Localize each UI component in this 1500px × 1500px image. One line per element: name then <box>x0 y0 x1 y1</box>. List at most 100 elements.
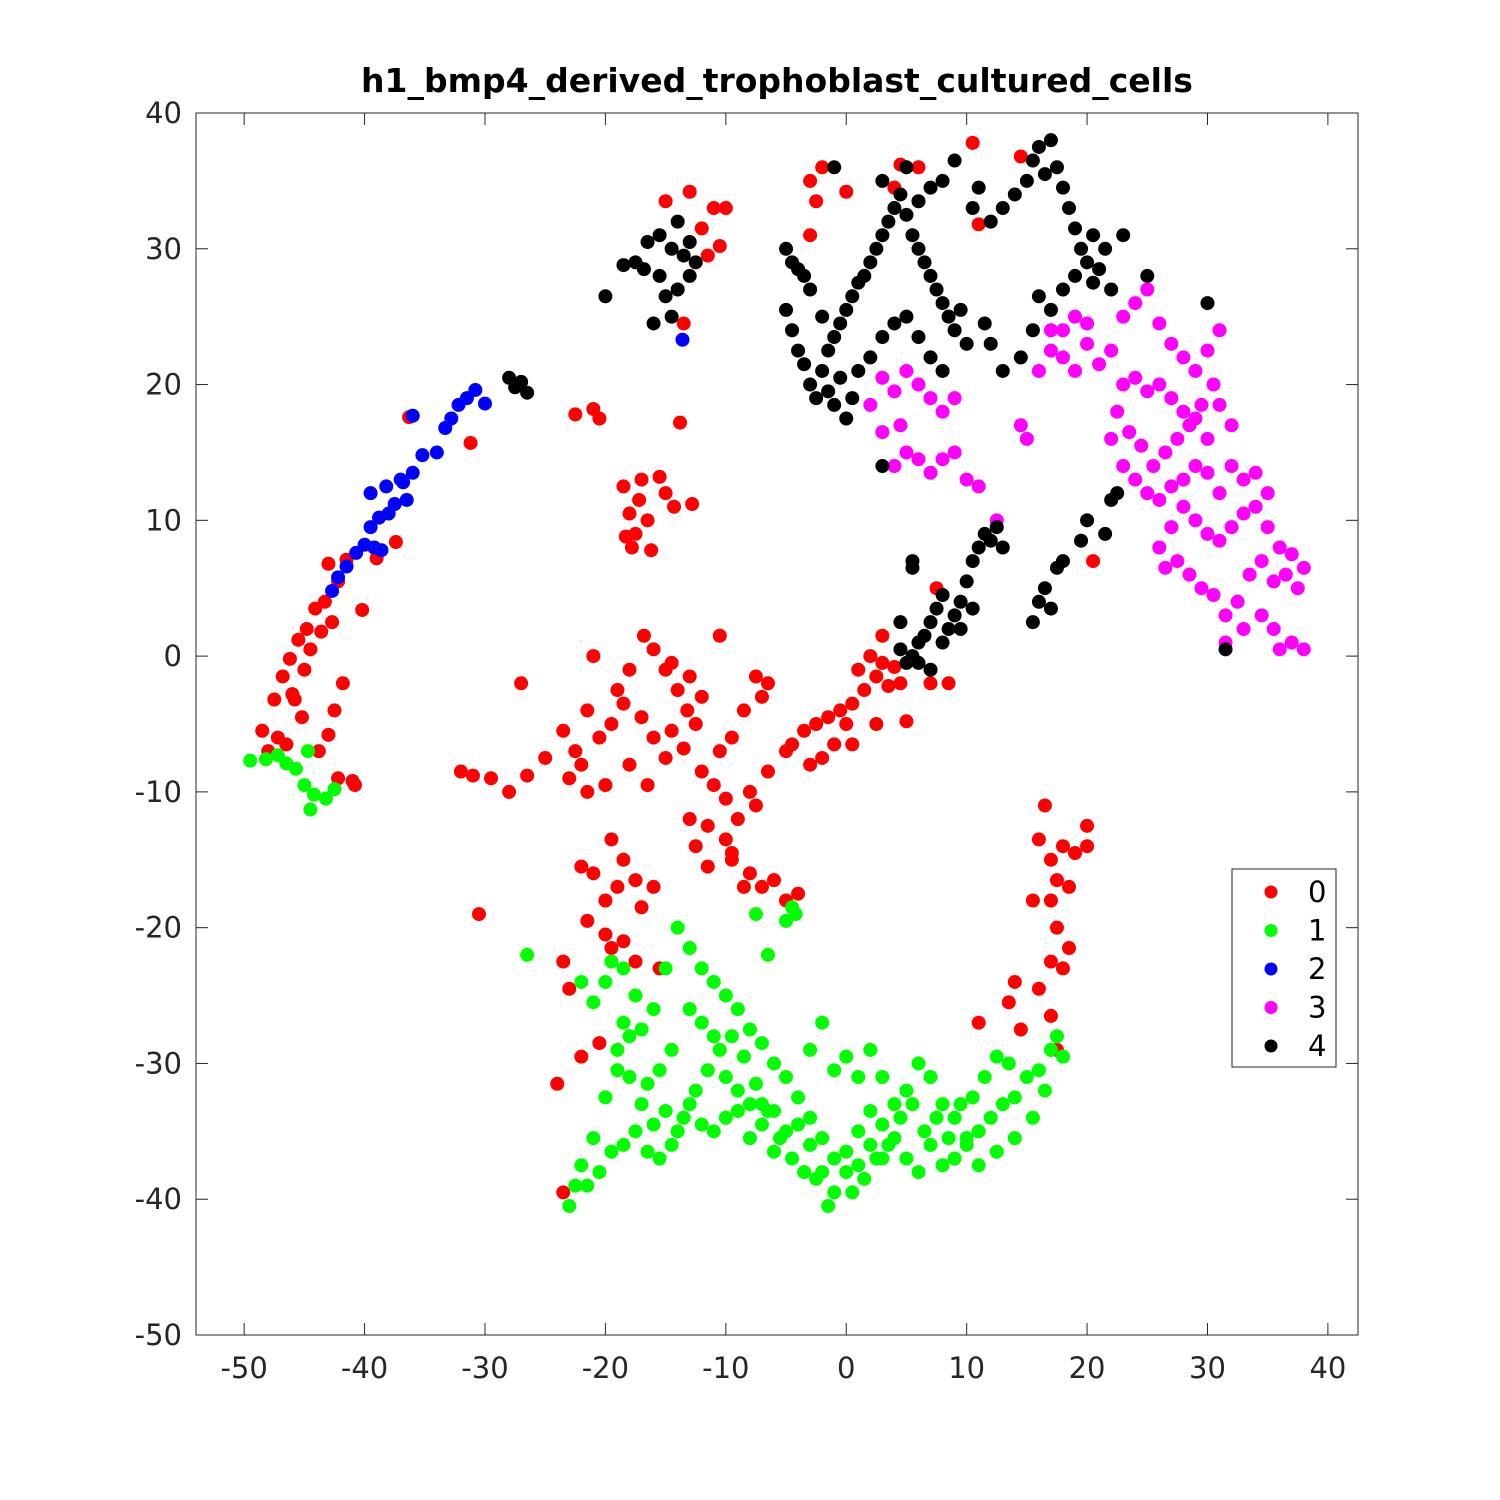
scatter-point-series-3 <box>1236 621 1251 636</box>
scatter-point-series-2 <box>675 332 690 347</box>
scatter-point-series-4 <box>1049 160 1064 175</box>
scatter-point-series-3 <box>1164 479 1179 494</box>
scatter-point-series-3 <box>1212 397 1227 412</box>
scatter-point-series-3 <box>1080 316 1095 331</box>
scatter-point-series-0 <box>694 764 709 779</box>
scatter-point-series-4 <box>1074 241 1089 256</box>
scatter-point-series-3 <box>1272 540 1287 555</box>
scatter-point-series-0 <box>712 744 727 759</box>
scatter-point-series-1 <box>941 1131 956 1146</box>
scatter-point-series-1 <box>959 1131 974 1146</box>
scatter-point-series-0 <box>580 784 595 799</box>
scatter-point-series-1 <box>1043 1042 1058 1057</box>
scatter-point-series-3 <box>1212 533 1227 548</box>
scatter-point-series-4 <box>965 554 980 569</box>
scatter-point-series-3 <box>1188 411 1203 426</box>
scatter-point-series-0 <box>718 791 733 806</box>
scatter-point-series-2 <box>363 520 378 535</box>
x-tick-label: 20 <box>1069 1351 1106 1385</box>
scatter-point-series-0 <box>287 692 302 707</box>
scatter-point-series-0 <box>971 1015 986 1030</box>
scatter-point-series-1 <box>1055 1049 1070 1064</box>
scatter-point-series-0 <box>682 184 697 199</box>
scatter-point-series-3 <box>935 404 950 419</box>
scatter-point-series-4 <box>869 241 884 256</box>
scatter-point-series-0 <box>255 723 270 738</box>
scatter-point-series-3 <box>1254 554 1269 569</box>
scatter-point-series-1 <box>863 1137 878 1152</box>
scatter-point-series-3 <box>899 445 914 460</box>
scatter-point-series-4 <box>833 316 848 331</box>
scatter-point-series-1 <box>718 988 733 1003</box>
scatter-point-series-4 <box>941 309 956 324</box>
scatter-point-series-0 <box>664 655 679 670</box>
scatter-point-series-4 <box>791 343 806 358</box>
scatter-point-series-0 <box>1055 839 1070 854</box>
scatter-point-series-1 <box>809 1171 824 1186</box>
scatter-point-series-0 <box>634 710 649 725</box>
scatter-point-series-4 <box>845 391 860 406</box>
scatter-point-series-0 <box>636 628 651 643</box>
scatter-point-series-0 <box>622 757 637 772</box>
scatter-point-series-4 <box>917 255 932 270</box>
scatter-point-series-0 <box>839 717 854 731</box>
scatter-point-series-3 <box>1260 486 1275 501</box>
scatter-point-series-4 <box>803 282 818 297</box>
scatter-point-series-4 <box>514 374 529 389</box>
scatter-point-series-0 <box>664 723 679 738</box>
legend-marker-4 <box>1264 1039 1278 1053</box>
scatter-point-series-0 <box>275 669 290 684</box>
scatter-point-series-4 <box>598 289 613 304</box>
scatter-point-series-0 <box>345 774 360 789</box>
scatter-point-series-3 <box>1152 540 1167 555</box>
scatter-point-series-0 <box>760 764 775 779</box>
scatter-point-series-3 <box>1116 309 1131 324</box>
scatter-point-series-3 <box>1140 486 1155 501</box>
scatter-point-series-1 <box>652 1151 667 1166</box>
scatter-point-series-1 <box>676 1110 691 1125</box>
scatter-point-series-4 <box>1062 201 1077 216</box>
scatter-point-series-1 <box>586 1131 601 1146</box>
scatter-point-series-1 <box>971 1124 986 1139</box>
scatter-point-series-0 <box>580 913 595 928</box>
scatter-point-series-1 <box>947 1151 962 1166</box>
scatter-point-series-0 <box>550 1076 565 1091</box>
scatter-point-series-0 <box>1031 981 1046 996</box>
scatter-point-series-4 <box>1080 255 1095 270</box>
x-tick-label: 30 <box>1189 1351 1226 1385</box>
scatter-point-series-3 <box>1170 431 1185 446</box>
scatter-point-series-4 <box>893 615 908 630</box>
scatter-point-series-2 <box>405 408 420 423</box>
scatter-point-series-3 <box>959 472 974 487</box>
scatter-point-series-1 <box>1025 1110 1040 1125</box>
scatter-point-series-1 <box>628 1124 643 1139</box>
scatter-point-series-3 <box>1128 472 1143 487</box>
scatter-point-series-4 <box>965 601 980 616</box>
scatter-point-series-0 <box>294 710 309 725</box>
scatter-point-series-0 <box>700 818 715 833</box>
scatter-point-series-4 <box>935 363 950 378</box>
scatter-point-series-0 <box>1062 941 1077 956</box>
scatter-point-series-1 <box>911 1165 926 1180</box>
scatter-point-series-3 <box>887 459 902 474</box>
scatter-point-series-3 <box>1224 520 1239 535</box>
scatter-point-series-0 <box>809 717 824 731</box>
scatter-point-series-4 <box>935 588 950 603</box>
scatter-point-series-1 <box>574 1158 589 1173</box>
scatter-point-series-4 <box>911 330 926 345</box>
scatter-point-series-1 <box>718 1110 733 1125</box>
scatter-point-series-3 <box>1164 520 1179 535</box>
scatter-point-series-0 <box>646 730 661 745</box>
scatter-point-series-4 <box>839 411 854 426</box>
scatter-point-series-4 <box>905 554 920 569</box>
scatter-point-series-4 <box>845 289 860 304</box>
scatter-point-series-0 <box>706 201 721 216</box>
scatter-point-series-0 <box>1025 893 1040 908</box>
scatter-point-series-0 <box>291 632 306 647</box>
scatter-point-series-3 <box>1248 499 1263 514</box>
scatter-point-series-3 <box>1134 438 1149 453</box>
scatter-point-series-0 <box>869 717 884 731</box>
scatter-point-series-0 <box>815 750 830 765</box>
scatter-point-series-0 <box>1043 954 1058 969</box>
x-tick-label: -30 <box>461 1351 508 1385</box>
